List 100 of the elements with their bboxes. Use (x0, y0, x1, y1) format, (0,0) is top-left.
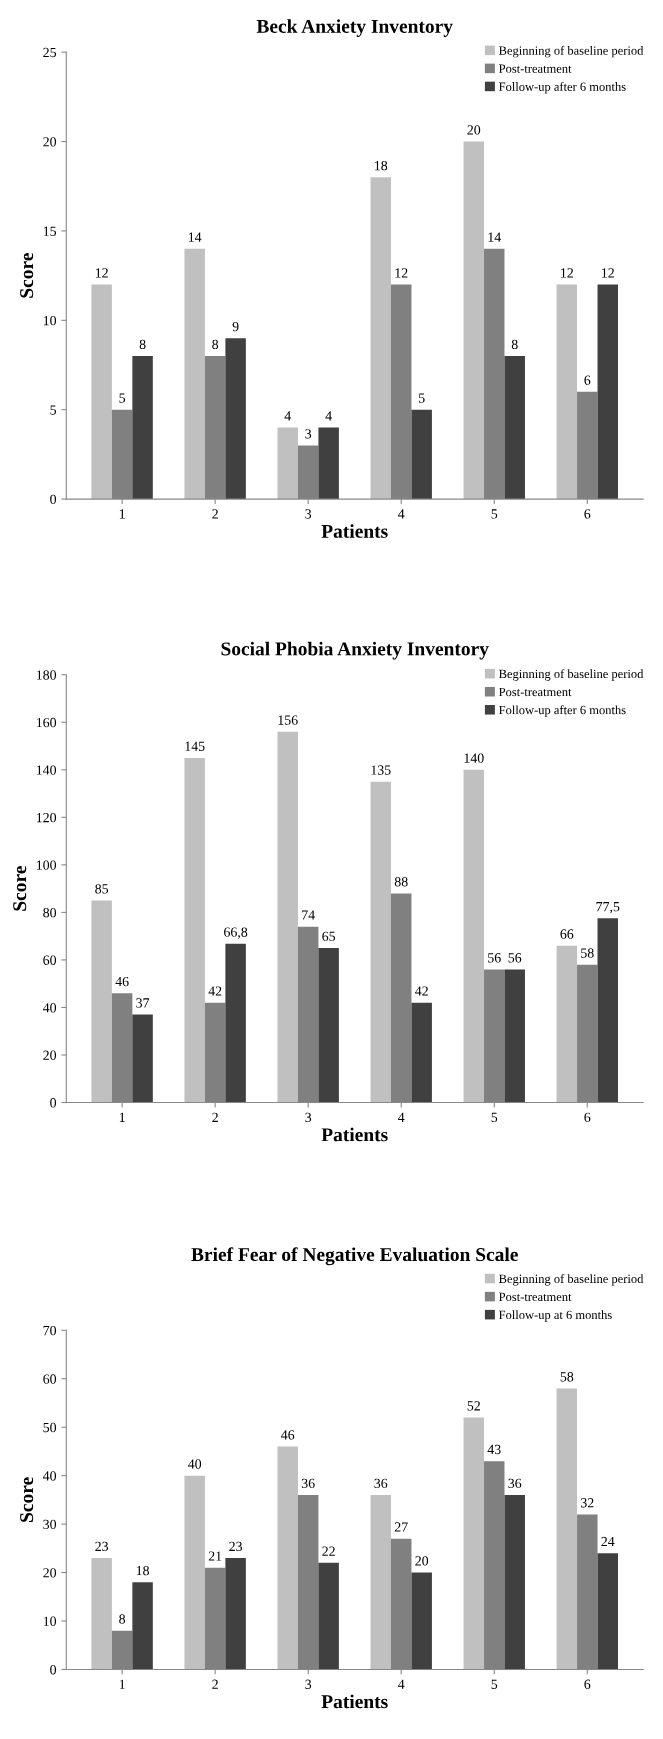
y-axis-title: Score (20, 1477, 34, 1522)
data-label: 40 (188, 1459, 202, 1469)
bar (277, 1446, 298, 1670)
x-tick-label: 5 (491, 1679, 498, 1689)
data-label: 52 (467, 1401, 480, 1411)
data-label: 140 (464, 753, 484, 763)
data-label: 22 (322, 1546, 335, 1556)
chart-title: Brief Fear of Negative Evaluation Scale (191, 1247, 518, 1266)
data-label: 135 (371, 765, 391, 775)
y-tick-label: 25 (43, 47, 57, 58)
bar (504, 1495, 525, 1670)
bar (556, 945, 578, 1103)
data-label: 88 (394, 877, 408, 887)
data-label: 27 (394, 1522, 408, 1532)
data-label: 8 (212, 339, 219, 350)
y-tick-label: 100 (36, 860, 57, 870)
x-tick-label: 2 (212, 509, 218, 519)
y-tick-label: 0 (50, 1665, 57, 1675)
x-tick-label: 4 (398, 1679, 405, 1689)
data-label: 42 (415, 986, 428, 996)
x-tick-label: 2 (212, 1679, 218, 1689)
data-label: 66 (560, 929, 574, 939)
data-label: 56 (508, 953, 522, 963)
legend-label: Beginning of baseline period (499, 1274, 644, 1286)
y-tick-label: 50 (43, 1422, 57, 1433)
data-label: 5 (119, 393, 126, 403)
data-label: 12 (602, 268, 614, 278)
chart-title: Social Phobia Anxiety Inventory (221, 641, 489, 660)
data-label: 24 (601, 1536, 615, 1547)
y-tick-label: 60 (43, 955, 57, 965)
data-label: 5 (419, 393, 425, 403)
x-tick-label: 6 (584, 1112, 591, 1123)
data-label: 77,5 (596, 902, 620, 914)
data-label: 58 (560, 1372, 574, 1382)
bar (504, 969, 525, 1103)
data-label: 85 (95, 884, 109, 894)
y-tick-label: 0 (50, 494, 57, 505)
bar (184, 248, 205, 500)
data-label: 36 (508, 1478, 522, 1489)
y-tick-label: 40 (42, 1003, 57, 1013)
x-tick-label: 4 (398, 509, 405, 519)
data-label: 20 (415, 1556, 429, 1566)
y-tick-label: 0 (50, 1098, 57, 1108)
y-tick-label: 120 (36, 812, 57, 823)
data-label: 65 (322, 931, 336, 942)
y-tick-label: 20 (43, 1568, 57, 1578)
bar (132, 356, 153, 500)
y-tick-label: 70 (43, 1325, 57, 1336)
bar (91, 284, 112, 500)
data-label: 4 (325, 411, 332, 421)
bar (463, 141, 485, 500)
y-tick-label: 30 (43, 1519, 57, 1530)
bar (318, 948, 339, 1103)
data-label: 23 (229, 1541, 243, 1552)
data-label: 18 (136, 1565, 149, 1576)
y-tick-label: 15 (43, 226, 57, 236)
x-tick-label: 1 (119, 509, 125, 519)
bar (370, 177, 391, 500)
y-axis-title: Score (13, 866, 27, 911)
data-label: 42 (208, 986, 222, 996)
data-label: 14 (488, 232, 501, 242)
data-label: 21 (208, 1551, 222, 1561)
x-axis-title: Patients (321, 1694, 388, 1709)
data-label: 56 (488, 953, 501, 963)
y-tick-label: 40 (42, 1471, 57, 1481)
data-label: 32 (581, 1498, 594, 1508)
data-label: 12 (561, 268, 573, 278)
bar (411, 1002, 432, 1103)
bar (597, 1553, 618, 1670)
x-tick-label: 4 (398, 1112, 405, 1122)
legend-label: Post-treatment (499, 687, 572, 697)
data-label: 23 (95, 1541, 109, 1552)
bar (463, 1417, 485, 1670)
x-tick-label: 5 (491, 1112, 498, 1123)
data-label: 8 (119, 1614, 126, 1624)
data-label: 9 (232, 321, 239, 332)
bar (225, 1558, 246, 1670)
data-label: 6 (584, 375, 591, 385)
bar (370, 781, 391, 1103)
x-tick-label: 5 (491, 509, 498, 519)
y-axis-title: Score (20, 253, 34, 298)
bar (277, 731, 298, 1103)
bar (184, 757, 205, 1103)
y-tick-label: 160 (36, 717, 57, 728)
data-label: 145 (185, 741, 205, 751)
data-label: 4 (284, 411, 291, 421)
y-tick-label: 80 (43, 907, 57, 918)
legend-label: Post-treatment (499, 1292, 572, 1302)
bar (597, 918, 618, 1103)
data-label: 18 (375, 160, 388, 171)
data-label: 37 (136, 998, 150, 1008)
x-axis-title: Patients (321, 1127, 388, 1142)
bar (91, 1558, 112, 1670)
data-label: 36 (374, 1478, 388, 1489)
x-tick-label: 6 (584, 1679, 591, 1689)
data-label: 46 (281, 1430, 295, 1440)
x-tick-label: 1 (119, 1679, 125, 1689)
legend-label: Follow-up at 6 months (499, 1310, 612, 1322)
bar (91, 900, 112, 1103)
data-label: 74 (302, 910, 315, 920)
